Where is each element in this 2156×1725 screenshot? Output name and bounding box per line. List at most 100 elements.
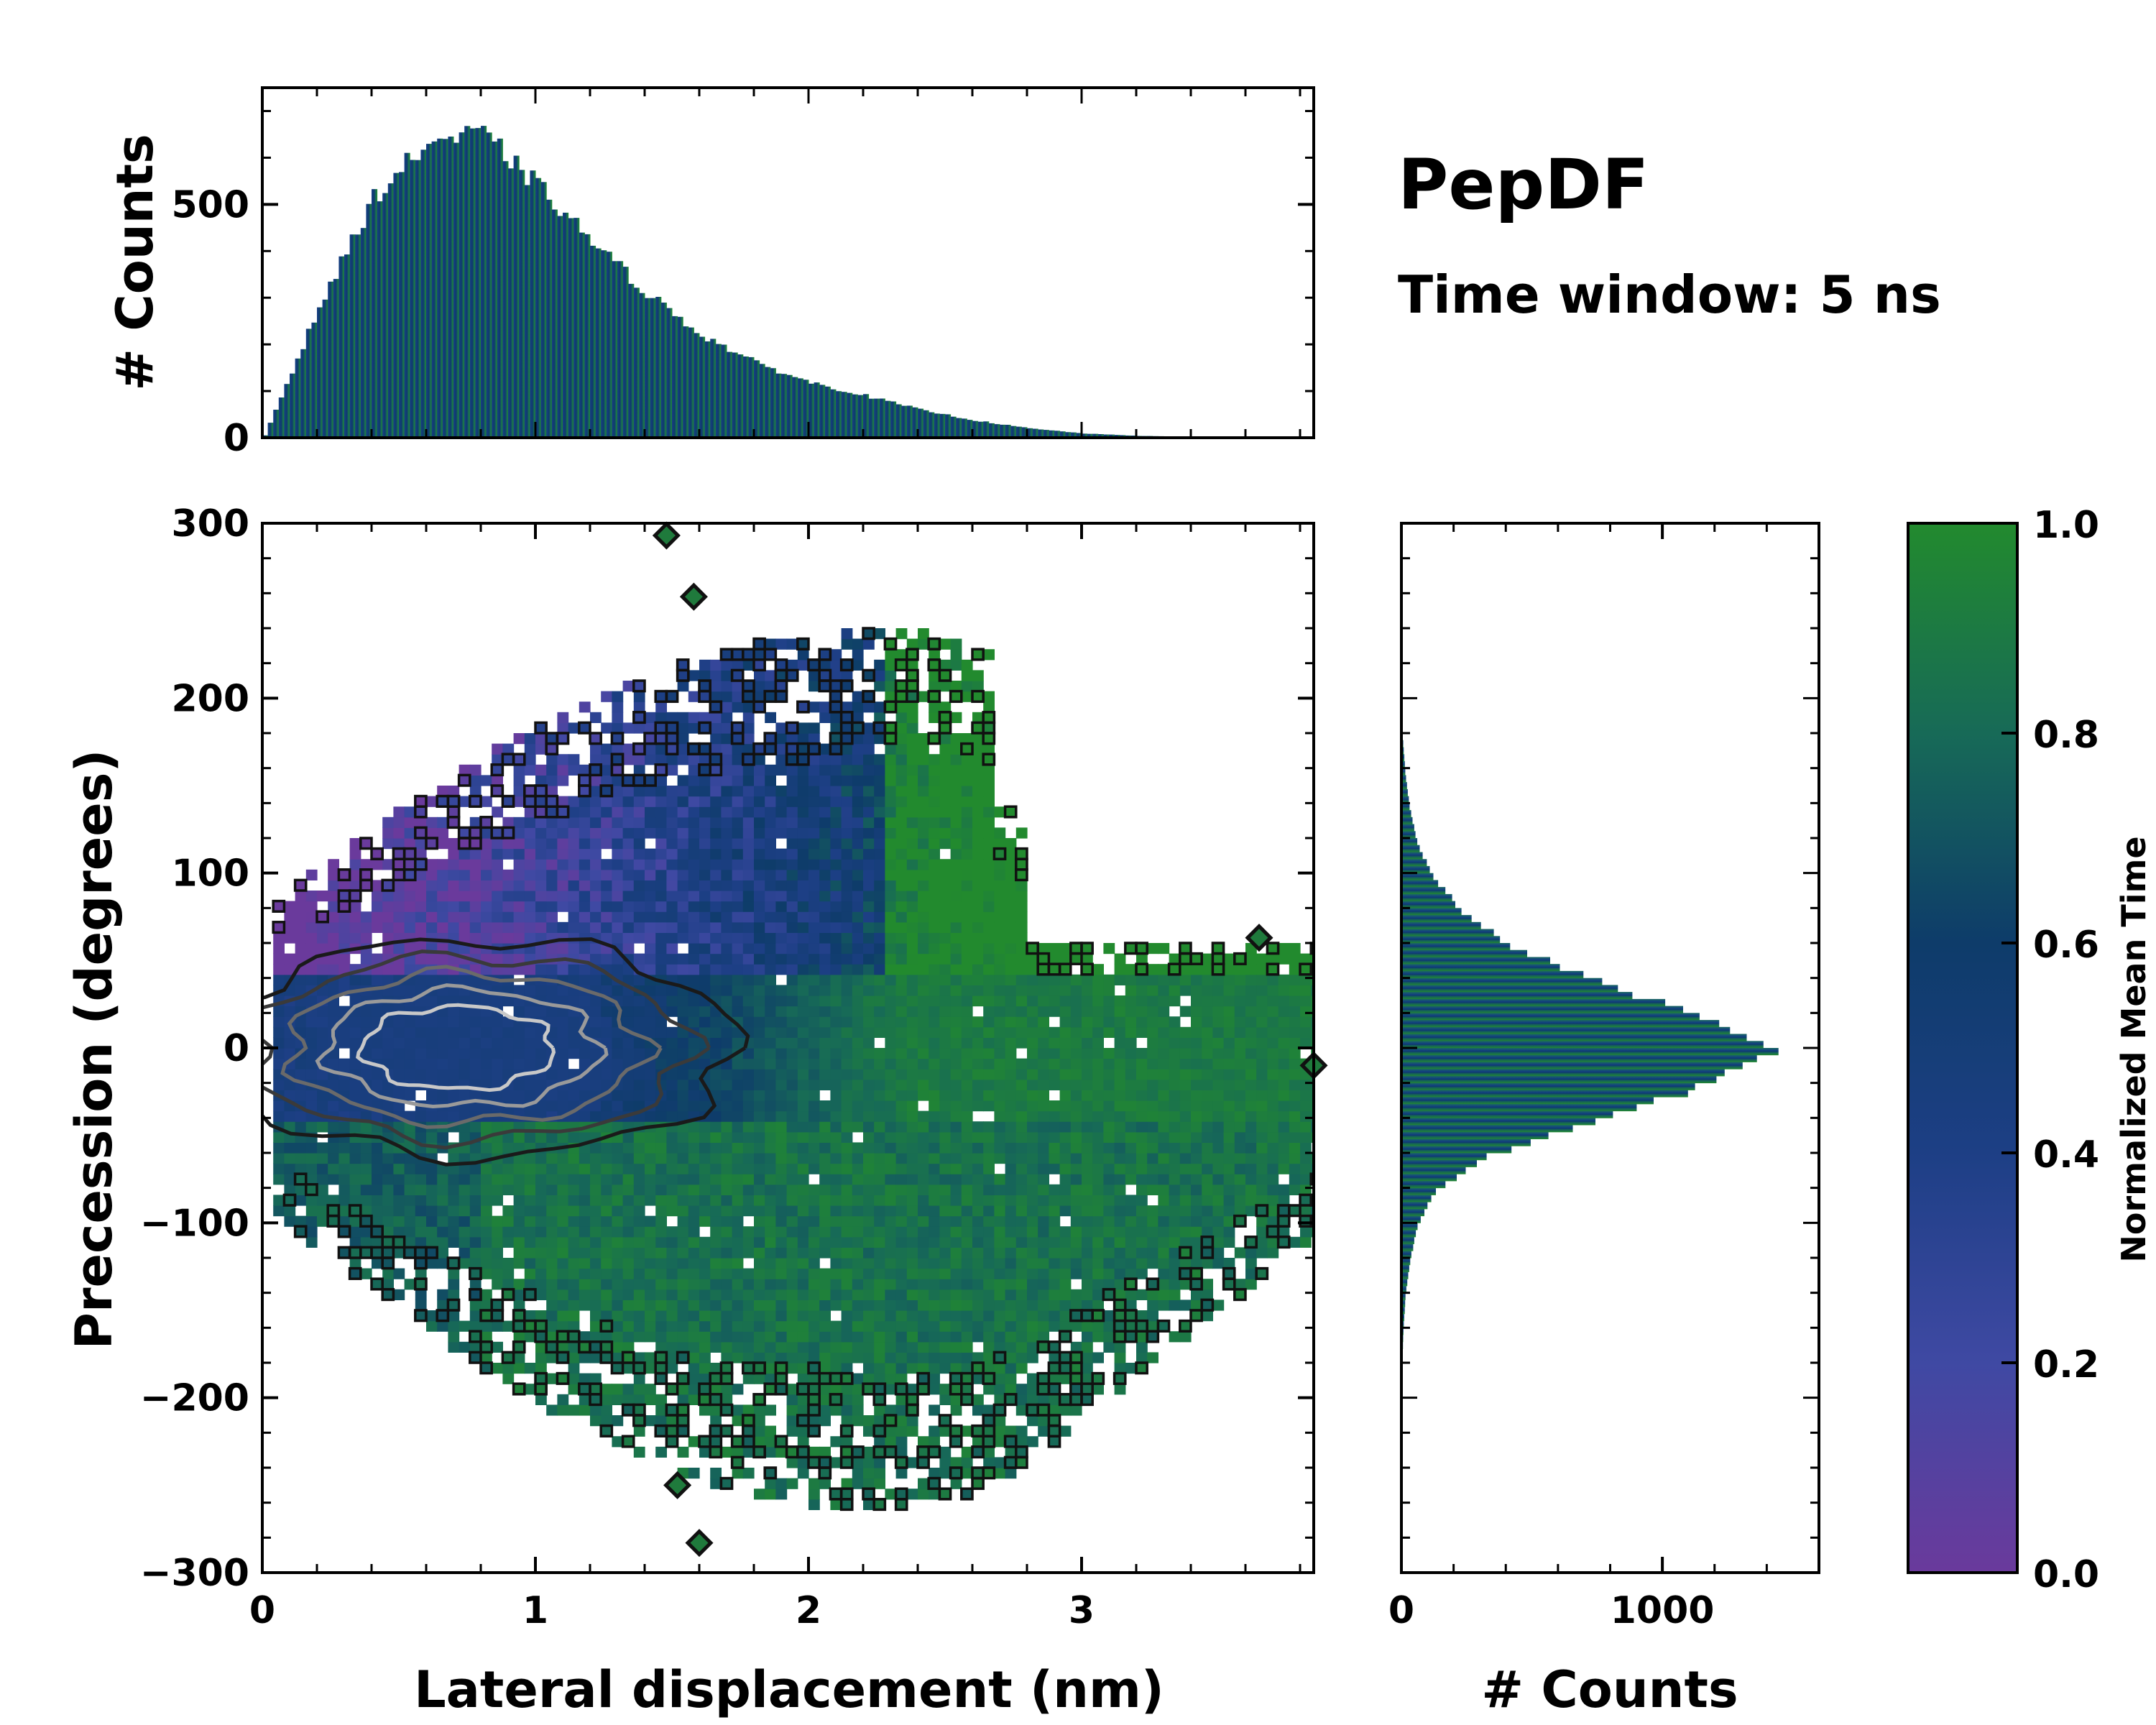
heatmap-cell	[885, 1090, 896, 1100]
heatmap-cell	[754, 775, 765, 786]
heatmap-cell	[852, 1205, 864, 1216]
heatmap-cell	[273, 1205, 285, 1216]
heatmap-cell	[808, 1069, 820, 1080]
heatmap-cell	[535, 849, 547, 860]
heatmap-cell	[939, 1226, 951, 1237]
heatmap-cell	[481, 1027, 492, 1038]
heatmap-cell	[896, 775, 908, 786]
heatmap-cell	[962, 1006, 973, 1017]
top-histogram-bar	[459, 132, 465, 438]
heatmap-cell	[787, 1247, 798, 1258]
heatmap-cell	[372, 1142, 383, 1153]
heatmap-cell	[929, 1164, 940, 1174]
heatmap-cell	[1115, 1016, 1126, 1027]
heatmap-cell	[688, 880, 700, 891]
heatmap-cell	[852, 1048, 864, 1059]
heatmap-cell	[546, 1300, 558, 1310]
heatmap-cell	[1038, 1006, 1049, 1017]
heatmap-cell	[295, 1184, 307, 1195]
heatmap-cell	[590, 870, 602, 880]
heatmap-cell	[874, 985, 885, 995]
heatmap-cell	[1005, 1258, 1017, 1269]
heatmap-cell	[754, 681, 765, 691]
heatmap-cell	[983, 786, 995, 796]
heatmap-cell	[415, 1037, 427, 1048]
heatmap-cell	[775, 1184, 787, 1195]
heatmap-cell	[743, 932, 755, 943]
heatmap-cell	[874, 964, 885, 975]
top-histogram-bar	[869, 399, 875, 438]
heatmap-cell	[655, 1164, 667, 1174]
heatmap-cell	[732, 943, 744, 954]
heatmap-cell	[568, 1164, 580, 1174]
heatmap-cell	[361, 932, 372, 943]
heatmap-cell	[678, 733, 689, 744]
heatmap-cell	[830, 891, 842, 901]
heatmap-cell	[896, 702, 908, 712]
heatmap-cell	[678, 712, 689, 723]
heatmap-cell	[939, 806, 951, 817]
heatmap-cell	[907, 1184, 918, 1195]
heatmap-cell	[983, 1269, 995, 1279]
heatmap-cell	[525, 806, 536, 817]
heatmap-cell	[939, 1174, 951, 1184]
heatmap-cell	[546, 838, 558, 849]
heatmap-cell	[405, 901, 416, 912]
heatmap-cell	[678, 1080, 689, 1090]
heatmap-cell	[655, 964, 667, 975]
heatmap-cell	[1082, 1100, 1093, 1111]
heatmap-cell	[590, 943, 602, 954]
heatmap-cell	[623, 901, 635, 912]
heatmap-cell	[1071, 1069, 1082, 1080]
heatmap-cell	[1158, 1142, 1169, 1153]
heatmap-cell	[1060, 1006, 1072, 1017]
heatmap-cell	[874, 765, 885, 776]
heatmap-cell	[907, 1174, 918, 1184]
heatmap-cell	[743, 954, 755, 965]
heatmap-cell	[754, 1247, 765, 1258]
heatmap-cell	[775, 722, 787, 733]
heatmap-cell	[557, 765, 568, 776]
heatmap-cell	[361, 954, 372, 965]
heatmap-cell	[765, 1237, 776, 1248]
heatmap-cell	[787, 901, 798, 912]
heatmap-cell	[492, 806, 503, 817]
heatmap-cell	[645, 932, 656, 943]
heatmap-cell	[437, 1016, 448, 1027]
heatmap-cell	[775, 1237, 787, 1248]
heatmap-cell	[273, 1164, 285, 1174]
heatmap-cell	[1049, 1142, 1060, 1153]
heatmap-cell	[699, 1342, 711, 1353]
chart-subtitle: Time window: 5 ns	[1398, 264, 1941, 325]
top-histogram-bar	[317, 308, 323, 438]
heatmap-cell	[962, 901, 973, 912]
heatmap-cell	[699, 975, 711, 985]
heatmap-cell	[415, 1111, 427, 1122]
heatmap-cell	[393, 1153, 405, 1164]
heatmap-cell	[885, 1342, 896, 1353]
heatmap-cell	[885, 796, 896, 807]
heatmap-cell	[721, 922, 732, 933]
top-histogram-bar	[688, 328, 694, 438]
heatmap-cell	[863, 1174, 875, 1184]
heatmap-cell	[568, 827, 580, 838]
heatmap-cell	[273, 1016, 285, 1027]
heatmap-cell	[918, 1269, 929, 1279]
heatmap-cell	[1071, 1321, 1082, 1332]
heatmap-cell	[885, 1164, 896, 1174]
heatmap-cell	[448, 911, 459, 922]
heatmap-cell	[623, 1006, 635, 1017]
heatmap-cell	[350, 1164, 361, 1174]
heatmap-cell	[350, 1027, 361, 1038]
heatmap-cell	[994, 1247, 1005, 1258]
heatmap-cell	[448, 1006, 459, 1017]
heatmap-cell	[863, 1342, 875, 1353]
heatmap-cell	[951, 827, 962, 838]
heatmap-cell	[502, 1048, 514, 1059]
heatmap-cell	[535, 1247, 547, 1258]
heatmap-cell	[546, 1153, 558, 1164]
heatmap-cell	[393, 1269, 405, 1279]
heatmap-cell	[918, 1069, 929, 1080]
top-histogram-bar	[584, 234, 590, 438]
heatmap-cell	[907, 1090, 918, 1100]
